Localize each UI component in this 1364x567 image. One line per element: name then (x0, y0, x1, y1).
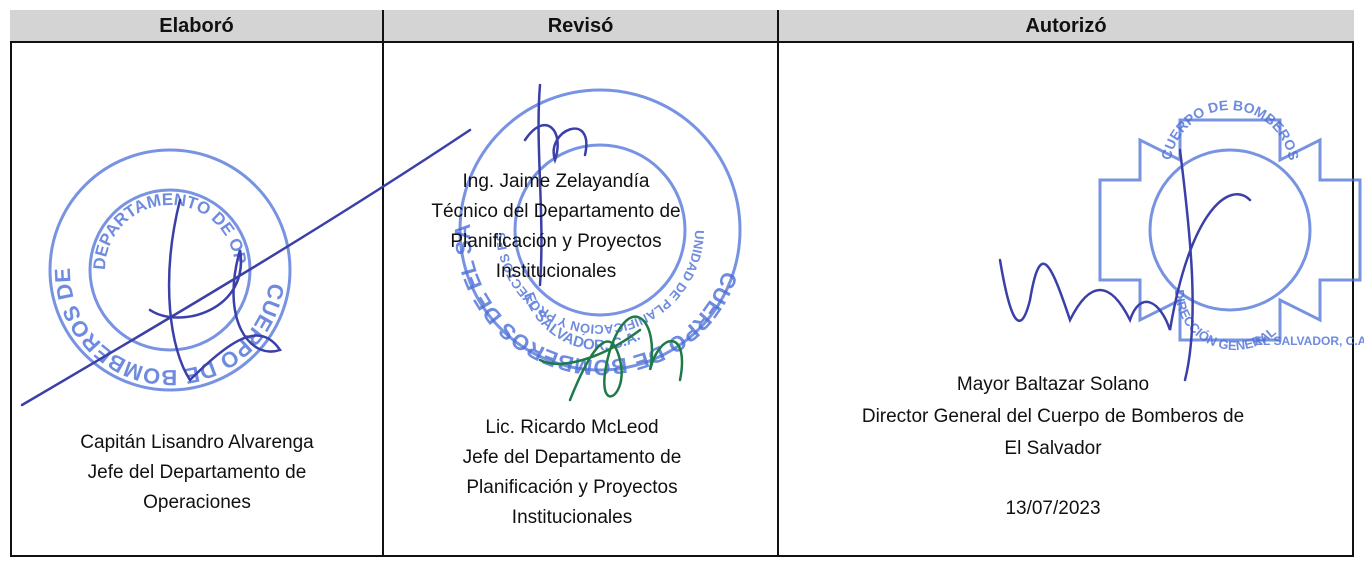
header-cell: Revisó (383, 10, 778, 43)
text-line: Operaciones (143, 492, 251, 513)
text-line: Técnico del Departamento de (431, 201, 681, 222)
text-line: Institucionales (495, 261, 617, 282)
text-line: El Salvador (1004, 438, 1102, 459)
text-line: Lic. Ricardo McLeod (485, 417, 659, 438)
header-cell: Autorizó (778, 10, 1354, 43)
text-line: Planificación y Proyectos (466, 477, 678, 498)
date: 13/07/2023 (1005, 498, 1101, 519)
column-divider (382, 10, 384, 557)
stamp-text: EL SALVADOR, C.A. (1255, 334, 1364, 348)
stamp-text: DEPARTAMENTO DE OPERACIONES (0, 0, 250, 270)
text-line: Mayor Baltazar Solano (956, 374, 1150, 395)
reviso-first-block: Ing. Jaime Zelayandía Técnico del Depart… (431, 167, 680, 287)
text-line: Jefe del Departamento de (462, 447, 682, 468)
text-line: Capitán Lisandro Alvarenga (80, 432, 314, 453)
stamp-text: DEPARTAMENTO DE OPERACIONES (0, 0, 250, 270)
autorizo-block: Mayor Baltazar Solano Director General d… (862, 369, 1244, 525)
header-cell: Elaboró (10, 10, 383, 43)
text-line: Planificación y Proyectos (450, 231, 662, 252)
reviso-second-block: Lic. Ricardo McLeod Jefe del Departament… (463, 413, 682, 533)
text-line: Ing. Jaime Zelayandía (462, 171, 650, 192)
column-divider (777, 10, 779, 557)
elaboro-block: Capitán Lisandro Alvarenga Jefe del Depa… (80, 428, 313, 518)
text-line: Director General del Cuerpo de Bomberos … (861, 406, 1245, 427)
text-line: Institucionales (511, 507, 633, 528)
text-line: Jefe del Departamento de (87, 462, 307, 483)
